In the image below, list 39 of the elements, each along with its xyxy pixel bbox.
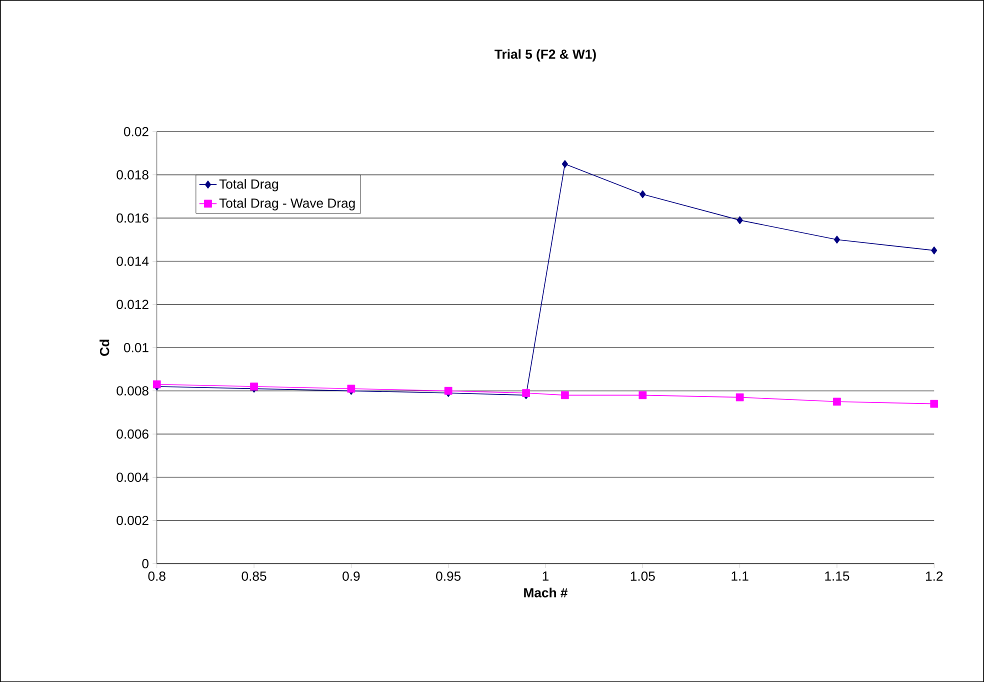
point xyxy=(930,400,938,408)
point xyxy=(833,398,841,406)
x-tick-label: 0.85 xyxy=(242,571,266,581)
point xyxy=(736,216,743,224)
y-tick-label: 0.002 xyxy=(116,516,148,526)
legend-label: Total Drag xyxy=(219,178,278,192)
point xyxy=(250,382,258,390)
x-tick-label: 1.05 xyxy=(630,571,655,581)
chart-title: Trial 5 (F2 & W1) xyxy=(494,49,596,62)
x-tick-label: 1.1 xyxy=(732,571,748,580)
point xyxy=(834,236,840,244)
y-tick-label: 0.012 xyxy=(116,300,148,310)
x-tick-label: 1 xyxy=(542,571,549,580)
y-tick-label: 0.008 xyxy=(116,386,148,396)
y-axis-title: Cd xyxy=(100,340,110,356)
point xyxy=(152,380,161,388)
y-tick-label: 0.018 xyxy=(116,170,148,180)
x-axis-title: Mach # xyxy=(524,588,568,598)
point xyxy=(640,190,646,198)
x-tick-label: 0.95 xyxy=(436,571,461,581)
y-tick-label: 0.006 xyxy=(116,429,148,439)
point xyxy=(522,388,530,397)
x-tick-label: 0.9 xyxy=(342,571,360,581)
legend-label: Total Drag - Wave Drag xyxy=(219,198,355,210)
y-tick-label: 0.02 xyxy=(124,126,148,136)
y-tick-label: 0.004 xyxy=(116,472,149,482)
point xyxy=(931,246,938,254)
point xyxy=(736,393,744,402)
y-tick-label: 0.016 xyxy=(116,213,148,223)
point xyxy=(562,160,568,168)
x-tick-label: 1.2 xyxy=(926,571,943,581)
x-tick-label: 1.15 xyxy=(825,571,850,581)
x-tick-label: 0.8 xyxy=(148,571,166,581)
point xyxy=(638,391,647,400)
point xyxy=(444,386,452,395)
y-tick-label: 0.014 xyxy=(116,256,149,266)
y-tick-label: 0.01 xyxy=(124,342,148,352)
point xyxy=(560,391,569,400)
y-tick-label: 0 xyxy=(142,558,148,568)
